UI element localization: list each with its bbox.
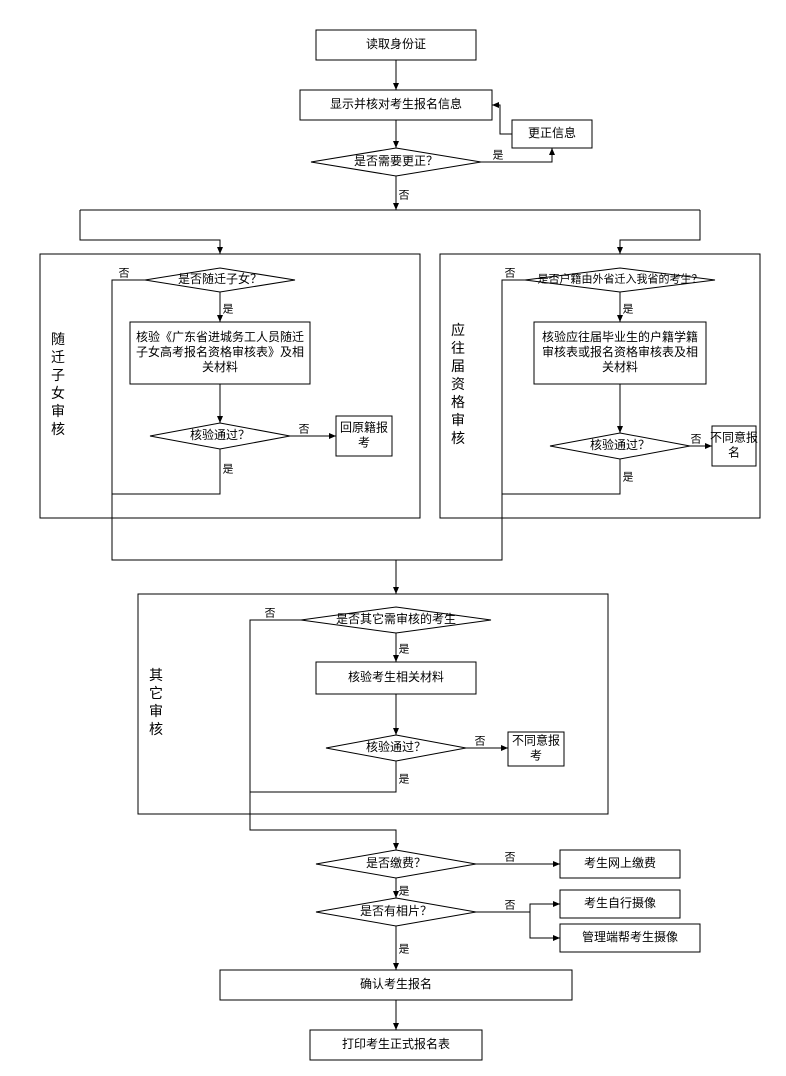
svg-text:是: 是: [399, 773, 410, 786]
svg-text:往: 往: [451, 341, 465, 357]
svg-text:是: 是: [399, 943, 410, 956]
svg-text:是否其它需审核的考生: 是否其它需审核的考生: [336, 611, 456, 626]
svg-text:核验通过？: 核验通过？: [366, 739, 426, 754]
svg-text:核: 核: [451, 431, 465, 447]
svg-text:确认考生报名: 确认考生报名: [360, 976, 432, 991]
svg-text:核: 核: [51, 422, 65, 438]
svg-text:格: 格: [451, 395, 465, 411]
svg-text:资: 资: [451, 377, 465, 393]
svg-text:女: 女: [51, 385, 65, 402]
svg-text:否: 否: [505, 268, 516, 280]
edge: [620, 210, 700, 254]
svg-text:子: 子: [51, 368, 65, 384]
svg-text:是: 是: [623, 471, 634, 484]
edge: [112, 280, 145, 494]
svg-text:子女高考报名资格审核表》及相: 子女高考报名资格审核表》及相: [136, 344, 304, 359]
svg-text:考: 考: [530, 748, 542, 762]
edge: [80, 210, 220, 254]
svg-text:不同意报: 不同意报: [710, 429, 758, 444]
svg-text:不同意报: 不同意报: [512, 732, 560, 747]
svg-text:是否随迁子女？: 是否随迁子女？: [178, 271, 262, 286]
svg-text:是否缴费？: 是否缴费？: [366, 855, 426, 870]
svg-text:核: 核: [149, 722, 163, 738]
svg-text:否: 否: [399, 190, 410, 202]
svg-text:显示并核对考生报名信息: 显示并核对考生报名信息: [330, 96, 462, 111]
edge: [112, 449, 220, 494]
flowchart-canvas: 随迁子女审核应往届资格审核其它审核是否是否否是是否否是是否否是否是否是读取身份证…: [0, 0, 786, 1076]
svg-text:否: 否: [119, 268, 130, 280]
svg-text:是: 是: [223, 303, 234, 316]
svg-text:关材料: 关材料: [202, 360, 238, 374]
edge: [250, 761, 396, 792]
svg-text:是: 是: [399, 643, 410, 656]
svg-text:否: 否: [691, 434, 702, 446]
svg-text:打印考生正式报名表: 打印考生正式报名表: [342, 1036, 450, 1051]
svg-text:核验通过？: 核验通过？: [590, 437, 650, 452]
group-g2: [440, 254, 760, 518]
svg-text:核验《广东省进城务工人员随迁: 核验《广东省进城务工人员随迁: [136, 329, 304, 344]
svg-text:名: 名: [728, 444, 740, 459]
edge: [250, 620, 301, 792]
svg-text:否: 否: [265, 608, 276, 620]
svg-text:考生网上缴费: 考生网上缴费: [584, 855, 656, 870]
svg-text:核验考生相关材料: 核验考生相关材料: [348, 669, 444, 684]
svg-text:是否需要更正？: 是否需要更正？: [354, 154, 438, 168]
svg-text:它: 它: [149, 685, 163, 702]
svg-text:届: 届: [451, 360, 465, 375]
svg-text:否: 否: [299, 424, 310, 436]
svg-text:读取身份证: 读取身份证: [366, 36, 426, 51]
edge: [396, 494, 502, 560]
svg-text:考生自行摄像: 考生自行摄像: [584, 895, 656, 910]
svg-text:核验通过？: 核验通过？: [190, 427, 250, 442]
edge: [502, 280, 525, 494]
edge: [530, 912, 560, 938]
svg-text:核验应往届毕业生的户籍学籍: 核验应往届毕业生的户籍学籍: [542, 329, 698, 344]
group-g1: [40, 254, 420, 518]
svg-text:回原籍报: 回原籍报: [340, 419, 388, 434]
svg-text:否: 否: [505, 852, 516, 864]
svg-text:审: 审: [51, 404, 65, 420]
svg-text:考: 考: [358, 435, 370, 449]
svg-text:是: 是: [623, 303, 634, 316]
svg-text:迁: 迁: [51, 350, 65, 366]
edge: [492, 105, 512, 134]
svg-text:审: 审: [451, 413, 465, 429]
svg-text:管理端帮考生摄像: 管理端帮考生摄像: [582, 929, 678, 944]
edge: [502, 459, 620, 494]
svg-text:关材料: 关材料: [602, 360, 638, 374]
svg-text:审核表或报名资格审核表及相: 审核表或报名资格审核表及相: [542, 344, 698, 359]
svg-text:是否户籍由外省迁入我省的考生？: 是否户籍由外省迁入我省的考生？: [538, 272, 703, 286]
svg-text:是: 是: [223, 463, 234, 476]
svg-text:审: 审: [149, 704, 163, 720]
svg-text:是: 是: [399, 885, 410, 898]
svg-text:更正信息: 更正信息: [528, 125, 576, 140]
svg-text:其: 其: [149, 668, 163, 684]
edge: [250, 792, 396, 850]
svg-text:否: 否: [475, 736, 486, 748]
svg-text:应: 应: [451, 322, 465, 339]
svg-text:否: 否: [505, 900, 516, 912]
edge: [112, 494, 396, 560]
edge: [476, 904, 560, 912]
svg-text:随: 随: [51, 332, 65, 348]
svg-text:是: 是: [493, 149, 504, 162]
svg-text:是否有相片？: 是否有相片？: [360, 904, 432, 918]
